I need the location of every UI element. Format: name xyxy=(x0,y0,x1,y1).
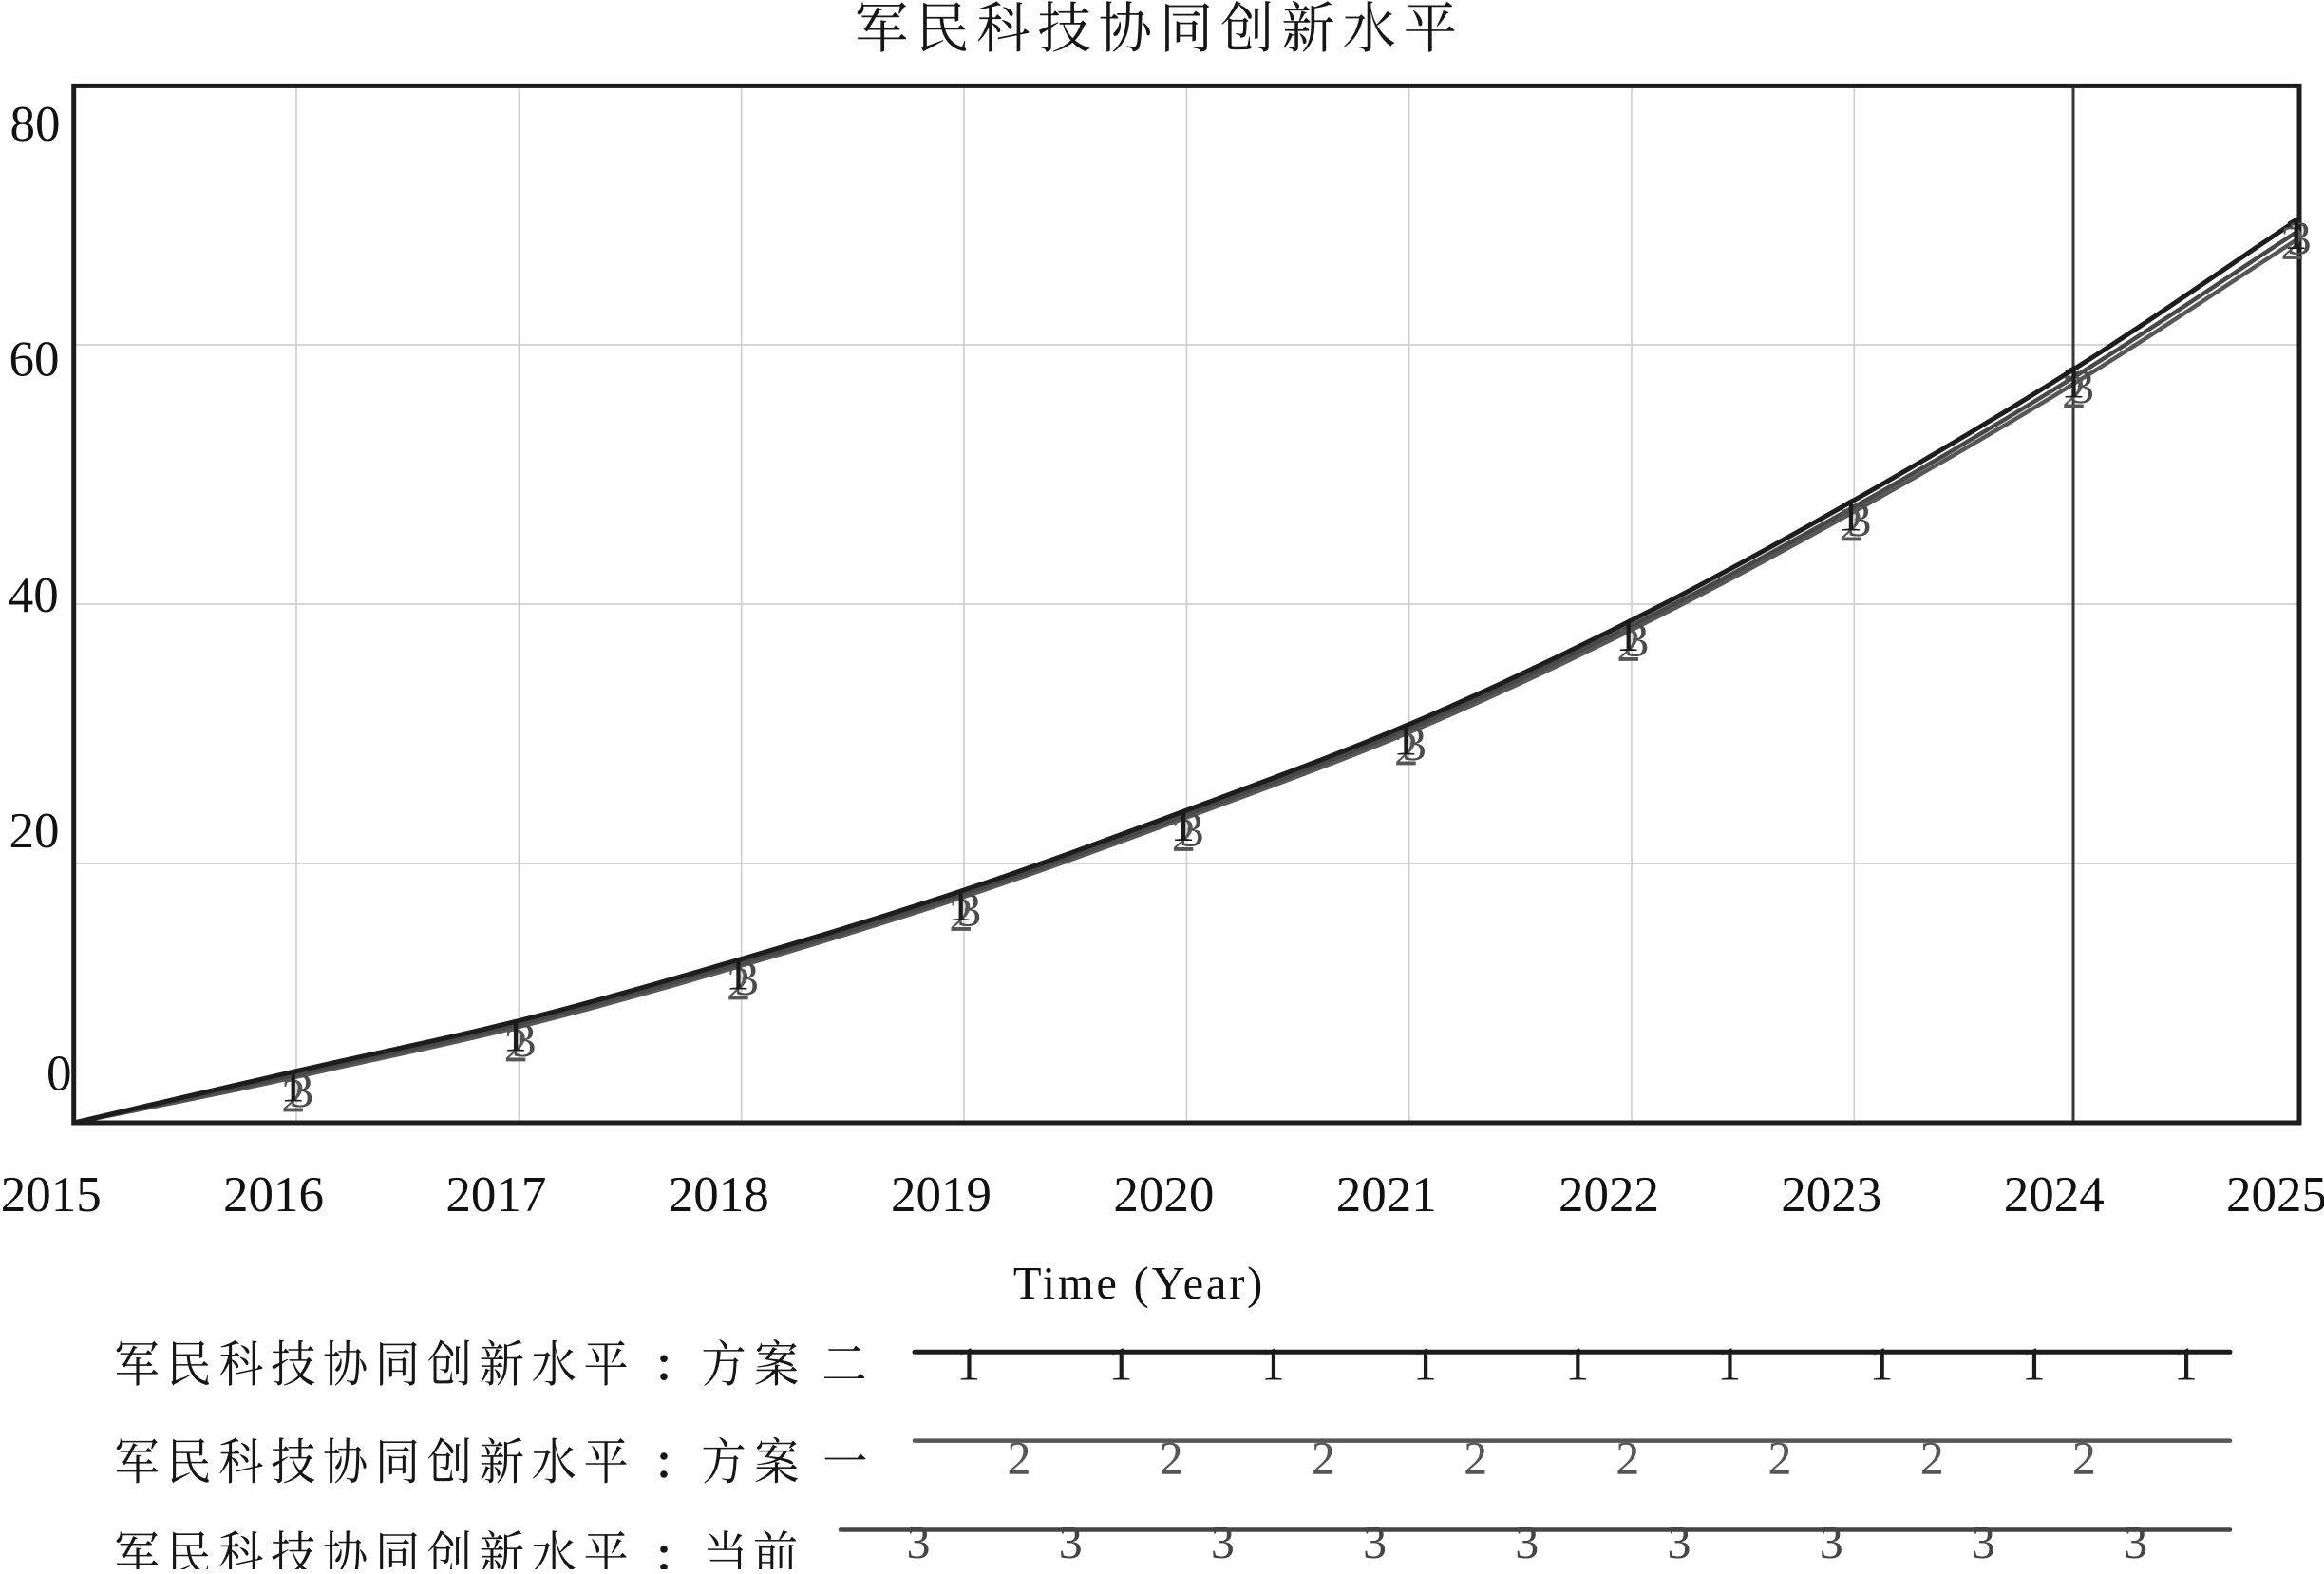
svg-text:2023: 2023 xyxy=(1781,1167,1881,1223)
svg-text:2: 2 xyxy=(504,1020,529,1073)
svg-text:2: 2 xyxy=(1464,1432,1487,1485)
svg-text:3: 3 xyxy=(1180,805,1204,858)
svg-text:80: 80 xyxy=(10,97,61,152)
svg-text:2: 2 xyxy=(2072,1432,2096,1485)
svg-text:2022: 2022 xyxy=(1559,1167,1659,1223)
svg-text:2: 2 xyxy=(1615,1432,1639,1485)
svg-text:2: 2 xyxy=(949,889,973,942)
svg-text:1: 1 xyxy=(280,1060,305,1113)
svg-text:2: 2 xyxy=(2062,367,2087,420)
svg-text:2: 2 xyxy=(1160,1432,1183,1485)
svg-text:1: 1 xyxy=(1261,1337,1285,1391)
svg-text:3: 3 xyxy=(1402,719,1427,772)
svg-text:3: 3 xyxy=(2124,1515,2147,1568)
svg-text:3: 3 xyxy=(1211,1515,1235,1568)
svg-text:1: 1 xyxy=(956,1337,980,1391)
svg-text:20: 20 xyxy=(9,804,60,859)
svg-text:3: 3 xyxy=(1972,1515,1995,1568)
svg-text:3: 3 xyxy=(957,884,982,938)
svg-text:2: 2 xyxy=(1616,619,1641,673)
svg-text:1: 1 xyxy=(1717,1337,1741,1391)
svg-text:3: 3 xyxy=(1820,1515,1843,1568)
svg-text:1: 1 xyxy=(1565,1337,1589,1391)
svg-text:1: 1 xyxy=(2022,1337,2046,1391)
svg-text:3: 3 xyxy=(2069,362,2094,415)
svg-text:2: 2 xyxy=(1840,500,1864,553)
svg-text:2: 2 xyxy=(1172,809,1197,863)
svg-text:2019: 2019 xyxy=(891,1167,992,1223)
svg-text:3: 3 xyxy=(734,954,759,1007)
svg-text:2: 2 xyxy=(1920,1432,1944,1485)
svg-text:2018: 2018 xyxy=(669,1167,769,1223)
svg-text:2: 2 xyxy=(1394,724,1419,777)
svg-text:2016: 2016 xyxy=(223,1167,324,1223)
svg-text:3: 3 xyxy=(1668,1515,1691,1568)
svg-text:1: 1 xyxy=(1615,609,1640,662)
svg-text:1: 1 xyxy=(948,879,973,932)
svg-text:3: 3 xyxy=(907,1515,931,1568)
svg-text:2: 2 xyxy=(727,958,751,1012)
svg-text:1: 1 xyxy=(2283,207,2308,260)
svg-text:3: 3 xyxy=(1059,1515,1083,1568)
svg-text:2: 2 xyxy=(1768,1432,1792,1485)
svg-text:3: 3 xyxy=(2287,213,2312,266)
svg-text:1: 1 xyxy=(1870,1337,1894,1391)
svg-text:1: 1 xyxy=(1413,1337,1437,1391)
svg-text:1: 1 xyxy=(1393,713,1418,767)
svg-text:2: 2 xyxy=(1008,1432,1031,1485)
svg-text:2: 2 xyxy=(281,1071,306,1124)
svg-text:2025: 2025 xyxy=(2226,1167,2324,1223)
svg-text:1: 1 xyxy=(1171,799,1196,852)
svg-text:1: 1 xyxy=(503,1010,528,1063)
svg-text:2017: 2017 xyxy=(445,1167,546,1223)
svg-text:2024: 2024 xyxy=(2004,1167,2105,1223)
svg-text:2020: 2020 xyxy=(1113,1167,1214,1223)
svg-text:1: 1 xyxy=(1109,1337,1133,1391)
svg-text:3: 3 xyxy=(1363,1515,1387,1568)
svg-text:60: 60 xyxy=(9,332,60,388)
svg-text:40: 40 xyxy=(9,568,59,623)
svg-text:1: 1 xyxy=(2061,356,2086,409)
svg-text:2: 2 xyxy=(1312,1432,1335,1485)
svg-text:2021: 2021 xyxy=(1336,1167,1437,1223)
svg-text:2015: 2015 xyxy=(1,1167,102,1223)
svg-text:3: 3 xyxy=(290,1066,314,1119)
svg-text:3: 3 xyxy=(1847,495,1872,548)
svg-text:Time (Year): Time (Year) xyxy=(1013,1259,1265,1309)
svg-text:1: 1 xyxy=(2174,1337,2198,1391)
svg-text:0: 0 xyxy=(47,1047,72,1102)
svg-text:1: 1 xyxy=(1839,489,1863,542)
svg-text:3: 3 xyxy=(1625,615,1650,668)
svg-text:2: 2 xyxy=(2280,218,2305,271)
svg-text:1: 1 xyxy=(726,948,750,1001)
svg-text:3: 3 xyxy=(512,1015,537,1069)
svg-text:3: 3 xyxy=(1515,1515,1539,1568)
